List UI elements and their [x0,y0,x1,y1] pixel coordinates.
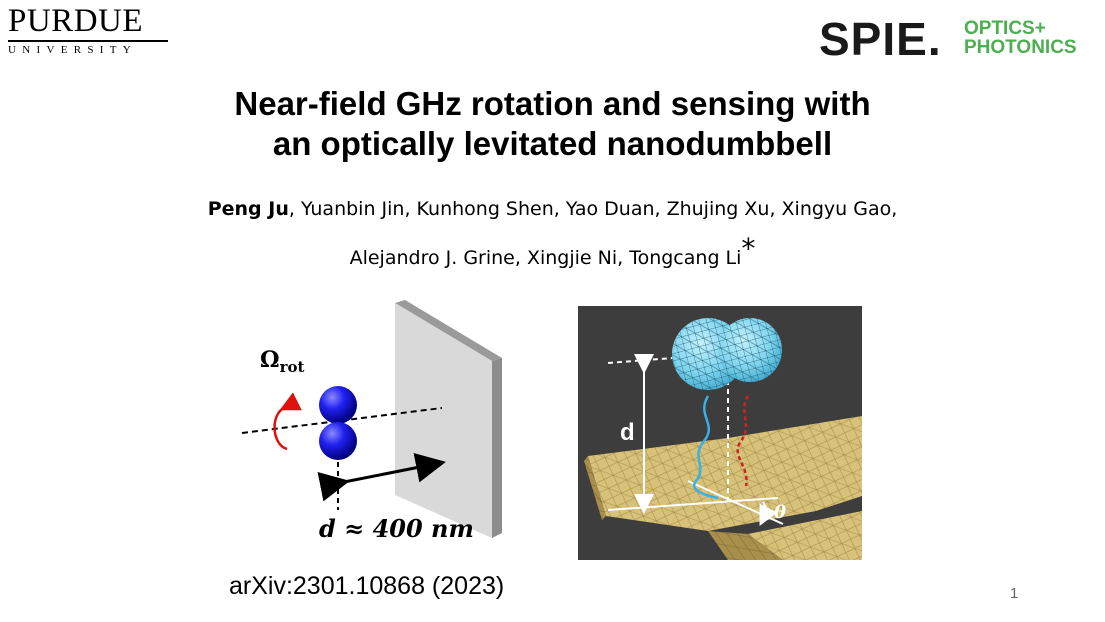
beam-lower-edge [708,531,783,560]
height-label: d [620,419,635,446]
purdue-logo-rule [8,40,168,42]
distance-arrow [317,452,446,502]
arxiv-citation: arXiv:2301.10868 (2023) [229,572,505,600]
purdue-logo-subtitle: UNIVERSITY [8,44,137,56]
rotation-arrow [273,392,302,451]
angle-arc [759,501,778,526]
levitation-render-figure: d θ [578,306,862,560]
angle-label: θ [774,502,786,523]
slide-title-line2: an optically levitated nanodumbbell [272,125,833,162]
nanodumbbell-plate-figure: Ωrot d ≈ 400 nm [241,300,502,543]
authors-line1-rest: , Yuanbin Jin, Kunhong Shen, Yao Duan, Z… [288,198,898,220]
slide-title-line1: Near-field GHz rotation and sensing with [234,85,871,122]
omega-subscript: rot [280,358,305,376]
beam-back [728,416,862,511]
beam-front-edge [584,456,606,520]
dumbbell-sphere-top [319,386,357,424]
height-top-dashed [607,357,674,364]
red-trace [736,395,750,487]
dumbbell-sphere-bottom [319,422,357,460]
spie-logo-line2: PHOTONICS [964,37,1077,58]
slide-number: 1 [1010,585,1019,602]
spie-logo-line1: OPTICS+ [964,18,1046,39]
blue-trace [692,395,719,500]
plate-edge [492,358,502,538]
particle-sphere-right-mesh [718,318,782,382]
authors-line2: Alejandro J. Grine, Xingjie Ni, Tongcang… [0,235,1105,270]
bottom-line [607,497,779,511]
plate-side [395,300,502,361]
plate-face [395,303,492,538]
slide-title: Near-field GHz rotation and sensing with… [0,84,1105,164]
beam-lower [748,511,862,560]
omega-symbol: Ω [260,347,280,373]
purdue-logo-name: PURDUE [8,3,144,39]
distance-label: d ≈ 400 nm [319,514,474,543]
corresponding-author-mark: * [741,232,756,265]
authors-line1: Peng Ju, Yuanbin Jin, Kunhong Shen, Yao … [0,197,1105,221]
spie-logo-word: SPIE. [819,13,942,65]
omega-label: Ωrot [260,347,305,376]
spie-logo-subtitle: OPTICS+ PHOTONICS [964,19,1104,57]
purdue-logo: PURDUE UNIVERSITY [8,4,173,56]
authors-line2-text: Alejandro J. Grine, Xingjie Ni, Tongcang… [349,247,742,269]
lead-author: Peng Ju [207,198,289,220]
